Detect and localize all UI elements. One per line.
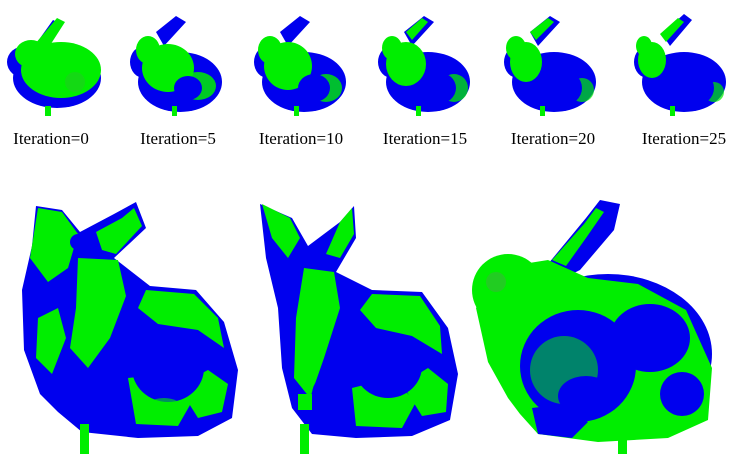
bunny-thumbnail-iteration-10 <box>252 10 352 120</box>
caption-iteration-10: Iteration=10 <box>258 129 344 148</box>
bunny-large-view-3 <box>468 198 722 456</box>
bunny-thumbnail-iteration-5 <box>128 10 228 120</box>
caption-iteration-5: Iteration=5 <box>140 129 216 148</box>
bunny-thumbnail-iteration-25 <box>632 10 732 120</box>
bunny-large-view-2 <box>252 198 462 458</box>
caption-iteration-15: Iteration=15 <box>382 129 468 148</box>
caption-iteration-0: Iteration=0 <box>13 129 89 148</box>
bunny-large-view-1 <box>18 198 240 458</box>
caption-iteration-20: Iteration=20 <box>510 129 596 148</box>
bunny-thumbnail-iteration-15 <box>376 10 476 120</box>
bunny-thumbnail-iteration-0 <box>5 10 105 120</box>
bunny-thumbnail-iteration-20 <box>502 10 602 120</box>
caption-iteration-25: Iteration=25 <box>641 129 727 148</box>
